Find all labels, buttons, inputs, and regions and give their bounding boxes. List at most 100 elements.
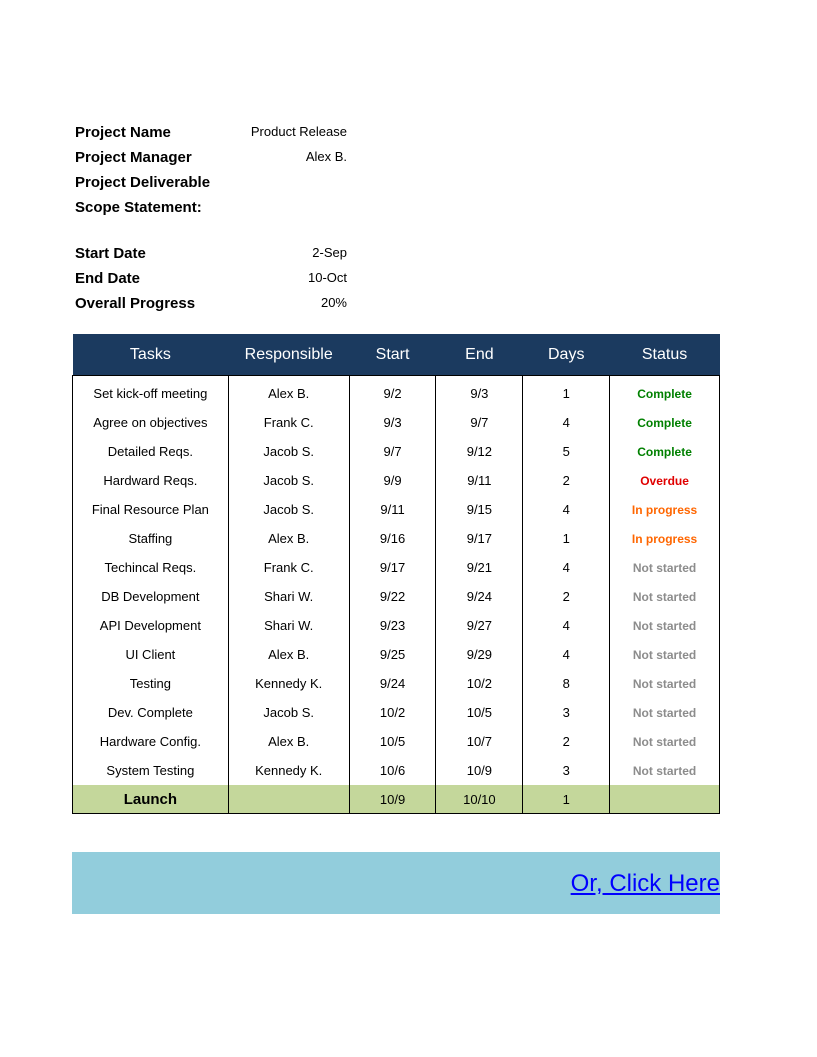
cell-status: Complete [609, 375, 720, 408]
cell-days: 4 [522, 495, 611, 524]
cell-status: In progress [609, 495, 720, 524]
overall-progress-row: Overall Progress 20% [75, 290, 347, 315]
cell-days: 1 [522, 524, 611, 553]
cell-start: 9/9 [348, 466, 437, 495]
project-info: Project Name Product Release Project Mana… [75, 119, 347, 219]
cell-task: Staffing [72, 524, 229, 553]
cell-end: 9/17 [435, 524, 524, 553]
table-row: Hardware Config. Alex B. 10/5 10/7 2 Not star… [72, 727, 720, 756]
cell-task: DB Development [72, 582, 229, 611]
task-table: Tasks Responsible Start End Days Status … [72, 334, 720, 814]
launch-start: 10/9 [348, 785, 437, 814]
cell-status: Complete [609, 408, 720, 437]
cell-end: 9/29 [435, 640, 524, 669]
cell-end: 10/7 [435, 727, 524, 756]
cell-responsible: Kennedy K. [227, 756, 350, 785]
table-row: Agree on objectives Frank C. 9/3 9/7 4 Comple… [72, 408, 720, 437]
cell-task: Set kick-off meeting [72, 375, 229, 408]
banner: Or, Click Here [72, 852, 720, 914]
launch-status [609, 785, 720, 814]
cell-start: 10/6 [348, 756, 437, 785]
cell-responsible: Frank C. [227, 553, 350, 582]
cell-end: 9/3 [435, 375, 524, 408]
header-days: Days [522, 334, 610, 376]
project-name-row: Project Name Product Release [75, 119, 347, 144]
cell-start: 10/2 [348, 698, 437, 727]
launch-task: Launch [72, 785, 229, 814]
table-row: Techincal Reqs. Frank C. 9/17 9/21 4 Not star… [72, 553, 720, 582]
cell-start: 10/5 [348, 727, 437, 756]
cell-status: Not started [609, 553, 720, 582]
project-name-label: Project Name [75, 124, 171, 141]
cell-status: In progress [609, 524, 720, 553]
cell-status: Complete [609, 437, 720, 466]
cell-task: Hardward Reqs. [72, 466, 229, 495]
table-row: DB Development Shari W. 9/22 9/24 2 Not start… [72, 582, 720, 611]
header-end: End [435, 334, 523, 376]
start-date-label: Start Date [75, 245, 146, 262]
cell-days: 4 [522, 553, 611, 582]
project-deliverable-label: Project Deliverable [75, 174, 211, 191]
cell-status: Not started [609, 698, 720, 727]
cell-end: 9/11 [435, 466, 524, 495]
cell-start: 9/3 [348, 408, 437, 437]
cell-responsible: Alex B. [227, 375, 350, 408]
cell-responsible: Jacob S. [227, 698, 350, 727]
cell-days: 3 [522, 756, 611, 785]
cell-task: System Testing [72, 756, 229, 785]
header-tasks: Tasks [72, 334, 229, 376]
cell-task: API Development [72, 611, 229, 640]
launch-row: Launch 10/9 10/10 1 [72, 785, 720, 814]
cell-responsible: Alex B. [227, 727, 350, 756]
cell-days: 8 [522, 669, 611, 698]
cell-start: 9/7 [348, 437, 437, 466]
cell-days: 2 [522, 466, 611, 495]
header-responsible: Responsible [228, 334, 350, 376]
start-date-value: 2-Sep [312, 245, 347, 260]
cell-days: 3 [522, 698, 611, 727]
cell-responsible: Frank C. [227, 408, 350, 437]
click-here-link[interactable]: Or, Click Here [570, 870, 720, 897]
cell-end: 10/2 [435, 669, 524, 698]
cell-status: Not started [609, 582, 720, 611]
cell-start: 9/17 [348, 553, 437, 582]
cell-task: Detailed Reqs. [72, 437, 229, 466]
table-row: Dev. Complete Jacob S. 10/2 10/5 3 Not starte… [72, 698, 720, 727]
cell-days: 2 [522, 582, 611, 611]
cell-days: 4 [522, 611, 611, 640]
cell-start: 9/16 [348, 524, 437, 553]
cell-end: 9/27 [435, 611, 524, 640]
cell-task: Techincal Reqs. [72, 553, 229, 582]
project-manager-row: Project Manager Alex B. [75, 144, 347, 169]
cell-responsible: Kennedy K. [227, 669, 350, 698]
cell-task: UI Client [72, 640, 229, 669]
cell-responsible: Jacob S. [227, 495, 350, 524]
cell-task: Dev. Complete [72, 698, 229, 727]
cell-end: 9/24 [435, 582, 524, 611]
end-date-row: End Date 10-Oct [75, 265, 347, 290]
end-date-value: 10-Oct [307, 270, 347, 285]
cell-task: Agree on objectives [72, 408, 229, 437]
table-row: UI Client Alex B. 9/25 9/29 4 Not started [72, 640, 720, 669]
cell-start: 9/23 [348, 611, 437, 640]
header-start: Start [349, 334, 436, 376]
cell-start: 9/25 [348, 640, 437, 669]
cell-responsible: Alex B. [227, 524, 350, 553]
cell-task: Hardware Config. [72, 727, 229, 756]
table-body: Set kick-off meeting Alex B. 9/2 9/3 1 Comple… [72, 375, 720, 814]
project-manager-value: Alex B. [305, 149, 347, 164]
table-row: Hardward Reqs. Jacob S. 9/9 9/11 2 Overdue [72, 466, 720, 495]
cell-status: Not started [609, 669, 720, 698]
table-header: Tasks Responsible Start End Days Status [72, 334, 720, 376]
table-row: Detailed Reqs. Jacob S. 9/7 9/12 5 Complete [72, 437, 720, 466]
cell-responsible: Jacob S. [227, 466, 350, 495]
cell-end: 9/21 [435, 553, 524, 582]
table-row: API Development Shari W. 9/23 9/27 4 Not star… [72, 611, 720, 640]
cell-task: Testing [72, 669, 229, 698]
cell-end: 9/15 [435, 495, 524, 524]
table-row: Set kick-off meeting Alex B. 9/2 9/3 1 Comple… [72, 375, 720, 408]
launch-days: 1 [522, 785, 611, 814]
cell-status: Not started [609, 727, 720, 756]
table-row: Testing Kennedy K. 9/24 10/2 8 Not started [72, 669, 720, 698]
overall-progress-label: Overall Progress [75, 295, 196, 312]
